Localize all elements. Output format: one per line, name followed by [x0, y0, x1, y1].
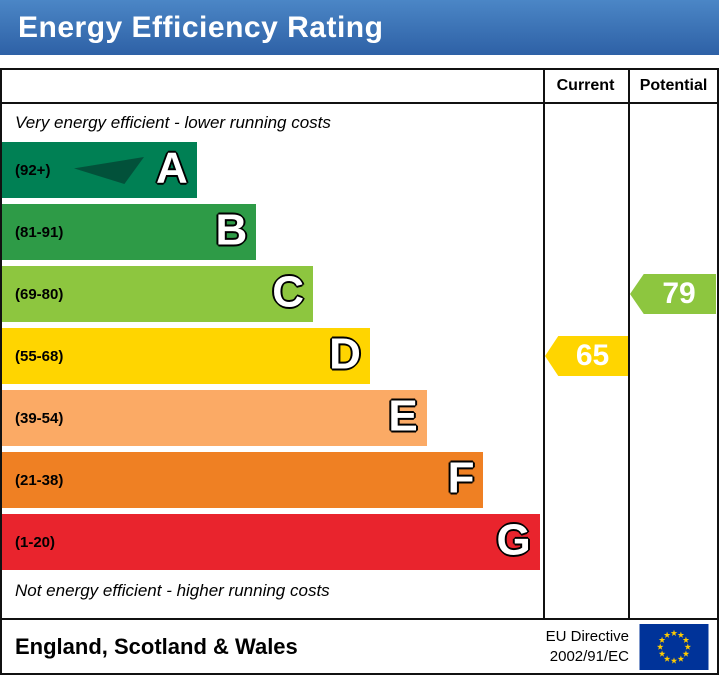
band-b-range-label: (81-91) — [15, 223, 64, 241]
current-rating-tag: 65 — [545, 336, 628, 376]
eu-flag-icon — [639, 623, 709, 670]
band-a-letter: A — [155, 143, 188, 193]
band-f-bar: (21-38) F — [2, 452, 484, 508]
caption-top: Very energy efficient - lower running co… — [15, 113, 331, 132]
band-g-range-label: (1-20) — [15, 533, 56, 551]
band-a-swoosh-icon — [74, 157, 144, 184]
eu-directive-line2: 2002/91/EC — [549, 647, 629, 665]
band-row-a: (92+) A — [2, 142, 543, 204]
bands-area: Very energy efficient - lower running co… — [2, 104, 543, 618]
column-header-current: Current — [556, 77, 615, 94]
page-title: Energy Efficiency Rating — [18, 10, 384, 44]
potential-column-divider — [628, 70, 630, 618]
current-column-divider — [543, 70, 545, 618]
band-c-bar: (69-80) C — [2, 266, 314, 322]
band-g-bar: (1-20) G — [2, 514, 540, 570]
band-a-bar: (92+) A — [2, 142, 197, 198]
eu-directive-label: EU Directive 2002/91/EC — [546, 627, 629, 666]
band-d-range-label: (55-68) — [15, 347, 64, 365]
current-rating-value: 65 — [575, 339, 610, 372]
band-c-range-label: (69-80) — [15, 285, 64, 303]
band-e-bar: (39-54) E — [2, 390, 427, 446]
band-d-bar: (55-68) D — [2, 328, 370, 384]
band-e-range-label: (39-54) — [15, 409, 64, 427]
band-f-range-label: (21-38) — [15, 471, 64, 489]
column-header-row: Current Potential — [2, 70, 717, 104]
rating-bands: (92+) A (81-91) B (69-80) C — [2, 142, 543, 576]
band-f-letter: F — [447, 453, 475, 503]
band-row-d: (55-68) D — [2, 328, 543, 390]
band-a-range-label: (92+) — [15, 161, 51, 179]
band-row-b: (81-91) B — [2, 204, 543, 266]
band-b-bar: (81-91) B — [2, 204, 257, 260]
eu-directive-line1: EU Directive — [545, 628, 629, 645]
band-e-letter: E — [388, 391, 418, 441]
potential-rating-value: 79 — [662, 277, 696, 310]
band-row-f: (21-38) F — [2, 452, 543, 514]
band-b-letter: B — [215, 205, 248, 255]
region-label: England, Scotland & Wales — [15, 633, 298, 659]
band-c-letter: C — [272, 267, 305, 317]
footer-bar: England, Scotland & Wales EU Directive 2… — [2, 618, 717, 673]
band-g-letter: G — [496, 515, 531, 565]
caption-bottom: Not energy efficient - higher running co… — [15, 581, 330, 600]
band-row-c: (69-80) C — [2, 266, 543, 328]
column-header-potential: Potential — [639, 77, 708, 94]
epc-chart: Current Potential Very energy efficient … — [0, 68, 719, 675]
potential-rating-tag: 79 — [630, 274, 716, 314]
title-banner: Energy Efficiency Rating — [0, 0, 719, 55]
band-d-letter: D — [329, 329, 361, 379]
band-row-g: (1-20) G — [2, 514, 543, 576]
band-row-e: (39-54) E — [2, 390, 543, 452]
